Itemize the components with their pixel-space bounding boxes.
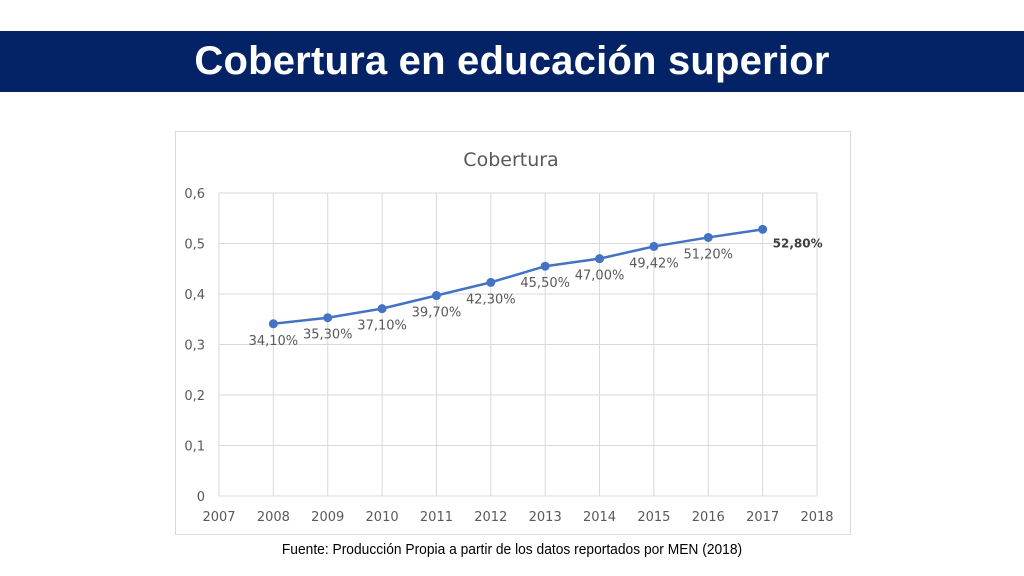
- x-tick-label: 2009: [311, 510, 344, 525]
- data-point-2017: [758, 224, 768, 234]
- data-point-2008: [268, 319, 278, 329]
- y-tick-label: 0: [197, 490, 205, 505]
- data-point-2009: [323, 313, 333, 323]
- data-label-2011: 39,70%: [412, 306, 462, 321]
- data-point-2012: [486, 277, 496, 287]
- data-point-2011: [431, 291, 441, 301]
- series-line: [273, 228, 763, 326]
- y-tick-label: 0,1: [184, 440, 205, 455]
- x-tick-label: 2017: [746, 510, 779, 525]
- data-label-2017: 52,80%: [773, 236, 823, 250]
- y-tick-label: 0,3: [184, 339, 205, 354]
- data-label-2009: 35,30%: [303, 328, 353, 343]
- x-tick-label: 2007: [202, 510, 235, 525]
- x-tick-label: 2010: [366, 510, 399, 525]
- x-tick-label: 2015: [637, 510, 670, 525]
- y-tick-label: 0,4: [184, 288, 205, 303]
- data-label-2010: 37,10%: [357, 319, 407, 334]
- chart-grid: [218, 192, 818, 497]
- data-label-2014: 47,00%: [575, 269, 625, 284]
- data-label-2012: 42,30%: [466, 292, 516, 307]
- chart-title: Cobertura: [463, 149, 558, 171]
- data-point-2015: [649, 241, 659, 251]
- y-tick-label: 0,2: [184, 389, 205, 404]
- data-label-2008: 34,10%: [249, 334, 299, 349]
- data-label-2015: 49,42%: [629, 256, 679, 271]
- title-banner: Cobertura en educación superior: [0, 31, 1024, 92]
- data-labels: 34,10% 35,30% 37,10% 39,70% 42,30% 45,50% 47,0…: [249, 236, 823, 348]
- data-point-2014: [595, 254, 605, 264]
- x-tick-label: 2014: [583, 510, 616, 525]
- x-tick-label: 2012: [474, 510, 507, 525]
- x-tick-label: 2011: [420, 510, 453, 525]
- data-point-2010: [377, 304, 387, 314]
- chart-container: Cobertura 0 0,1 0,2 0,3 0,4 0,5 0,6 2007 2008 20…: [175, 131, 851, 535]
- x-tick-label: 2016: [692, 510, 725, 525]
- source-note: Fuente: Producción Propia a partir de lo…: [281, 541, 743, 558]
- page-title: Cobertura en educación superior: [194, 39, 830, 83]
- x-tick-label: 2008: [257, 510, 290, 525]
- y-tick-label: 0,6: [184, 187, 205, 202]
- series-group: [268, 224, 768, 329]
- data-label-2016: 51,20%: [683, 247, 733, 262]
- data-point-2013: [540, 261, 550, 271]
- x-tick-label: 2013: [529, 510, 562, 525]
- y-tick-label: 0,5: [184, 238, 205, 253]
- line-chart: Cobertura 00,10,20,30,40,50,6 2007 2008 20…: [184, 149, 833, 525]
- data-point-2016: [703, 232, 713, 242]
- x-axis-ticks: 2007 2008 2009 2010 2011 2012 2013 2014 2015 2016…: [202, 510, 833, 525]
- y-axis-ticks: 0 0,1 0,2 0,3 0,4 0,5 0,6: [184, 187, 205, 505]
- x-tick-label: 2018: [800, 510, 833, 525]
- data-label-2013: 45,50%: [520, 276, 570, 291]
